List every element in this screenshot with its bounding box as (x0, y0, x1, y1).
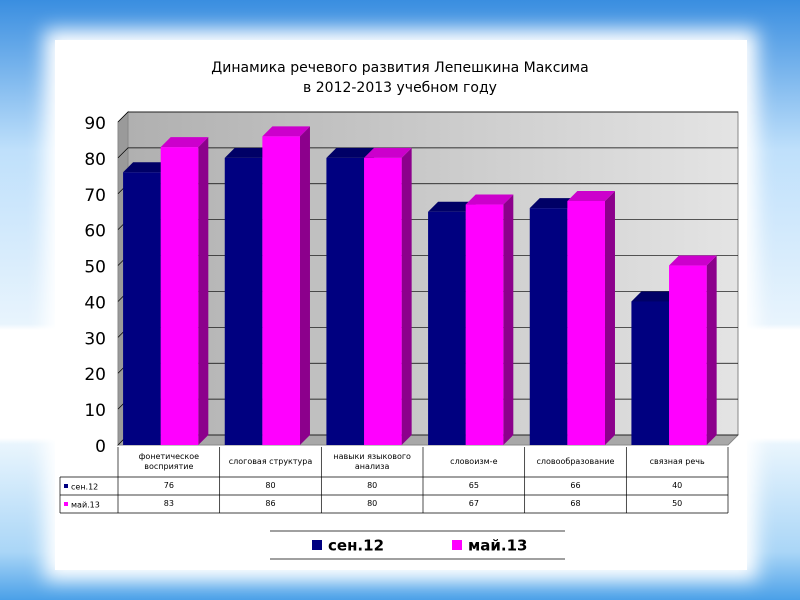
bar (160, 147, 199, 445)
table-value-box: 50 (672, 499, 683, 508)
table-value: 50 (672, 499, 683, 508)
bar-top (262, 126, 310, 137)
category-label-box: связная речь (649, 457, 705, 466)
table-value-box: 80 (367, 499, 378, 508)
bar-side (198, 137, 209, 445)
bar-top (364, 147, 412, 158)
category-label: связная речь (649, 457, 705, 466)
bar-side (503, 194, 514, 445)
bar-side (604, 190, 615, 445)
table-value-box: 67 (468, 499, 479, 508)
bar-top (123, 162, 171, 173)
category-label: слоговая структура (228, 457, 313, 466)
table-value: 80 (367, 481, 378, 490)
bar (631, 301, 670, 445)
bar (224, 157, 263, 445)
bar-top (224, 147, 273, 158)
bar (529, 208, 568, 445)
table-value: 65 (468, 481, 479, 490)
table-value-box: 68 (570, 499, 581, 508)
bar-side (401, 147, 412, 445)
y-tick-label: 90 (84, 114, 106, 134)
table-value: 86 (265, 499, 276, 508)
bar-top (160, 137, 209, 148)
category-label-box: словообразование (536, 457, 615, 466)
bar (326, 157, 365, 445)
y-tick-label: 30 (84, 329, 106, 349)
legend-key (452, 540, 462, 550)
chart-title: Динамика речевого развития Лепешкина Мак… (211, 60, 588, 76)
bar-top (669, 255, 717, 266)
series-label: май.13 (71, 501, 100, 510)
table-value-box: 80 (265, 481, 276, 490)
category-label: словообразование (536, 457, 615, 466)
table-value: 67 (468, 499, 479, 508)
table-value: 80 (367, 499, 378, 508)
category-label: словоизм-е (450, 457, 498, 466)
legend-key (64, 484, 68, 488)
table-value: 76 (163, 481, 174, 490)
y-tick-label: 40 (84, 293, 106, 313)
bar (364, 157, 402, 445)
table-value: 80 (265, 481, 276, 490)
y-tick-label: 80 (84, 150, 106, 170)
table-value-box: 65 (468, 481, 479, 490)
bar (428, 211, 466, 445)
category-label: фонетическое восприятие (138, 452, 200, 471)
category-label-box: навыки языкового анализа (333, 452, 411, 471)
bar (669, 265, 707, 445)
y-tick-label: 50 (84, 258, 106, 278)
table-value: 68 (570, 499, 581, 508)
category-label-box: словоизм-е (450, 457, 498, 466)
y-tick-label: 0 (95, 437, 106, 457)
y-tick-label: 60 (84, 222, 106, 242)
category-label-box: слоговая структура (228, 457, 313, 466)
category-label-box: фонетическое восприятие (138, 452, 200, 471)
table-value: 83 (163, 499, 174, 508)
bar-side (706, 255, 717, 445)
bar (465, 204, 504, 445)
legend-key (312, 540, 322, 550)
table-value-box: 40 (672, 481, 683, 490)
legend-key (64, 502, 68, 506)
table-value-box: 86 (265, 499, 276, 508)
grid-line (117, 111, 738, 123)
y-tick-label: 10 (84, 401, 106, 421)
bar-side (299, 126, 310, 445)
table-value-box: 76 (163, 481, 174, 490)
bar-top (465, 194, 514, 205)
bar (262, 136, 300, 445)
table-value-box: 80 (367, 481, 378, 490)
chart-title: в 2012-2013 учебном году (303, 80, 497, 96)
category-label: навыки языкового анализа (333, 452, 411, 471)
table-value-box: 66 (570, 481, 581, 490)
bar-top (326, 147, 375, 158)
series-label: сен.12 (71, 483, 98, 492)
bar (123, 172, 161, 445)
legend-label: сен.12 (328, 537, 384, 555)
bar-top (567, 190, 615, 201)
bar-top (428, 201, 476, 212)
table-value-box: 83 (163, 499, 174, 508)
grid-line (117, 147, 738, 159)
bar-top (631, 291, 680, 302)
bar (567, 200, 605, 445)
table-value: 66 (570, 481, 581, 490)
legend-label: май.13 (468, 537, 527, 555)
y-tick-label: 20 (84, 365, 106, 385)
table-value: 40 (672, 481, 683, 490)
y-tick-label: 70 (84, 186, 106, 206)
bar-top (529, 198, 578, 209)
